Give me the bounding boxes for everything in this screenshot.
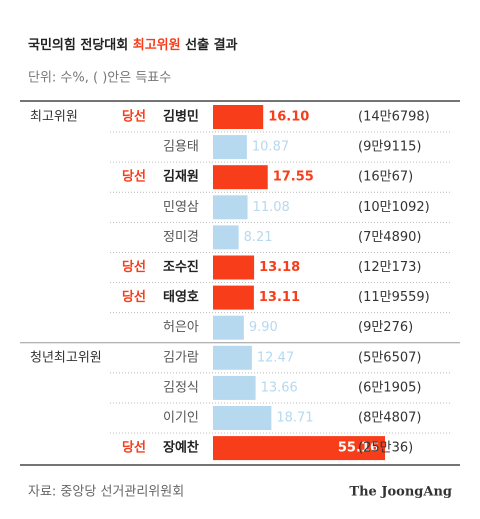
elected-label: 당선 (122, 259, 146, 275)
candidate-name: 김병민 (163, 109, 199, 125)
candidate-name: 장예찬 (163, 440, 199, 456)
value-label: 18.71 (276, 411, 313, 426)
candidate-name: 정미경 (163, 230, 199, 245)
elected-label: 당선 (122, 169, 146, 185)
bar (213, 436, 385, 461)
votes: (6만1905) (358, 380, 421, 395)
value-label: 12.47 (257, 350, 294, 365)
candidate-name: 허은아 (163, 320, 199, 335)
value-label: 13.11 (259, 290, 300, 305)
value-label: 10.87 (252, 140, 289, 155)
subtitle: 단위: 수%, ( )안은 득표수 (28, 71, 171, 86)
bar (213, 375, 256, 400)
votes: (8만4807) (358, 411, 421, 426)
votes: (12만173) (358, 260, 421, 275)
value-label: 16.10 (268, 110, 309, 125)
votes: (11만9559) (358, 290, 430, 305)
candidate-name: 김정식 (163, 380, 199, 395)
group-label: 최고위원 (30, 110, 78, 125)
candidate-name: 이기인 (163, 411, 199, 426)
elected-label: 당선 (122, 440, 146, 456)
chart-title: 국민의힘 전당대회 최고위원 선출 결과 (28, 37, 238, 53)
candidate-name: 김재원 (163, 170, 199, 185)
source: 자료: 중앙당 선거관리위원회 (28, 485, 184, 500)
candidate-name: 조수진 (163, 259, 199, 275)
votes: (10만1092) (358, 200, 430, 215)
votes: (25만36) (358, 441, 413, 456)
bar (213, 165, 268, 190)
value-label: 55.16 (338, 441, 379, 456)
elected-label: 당선 (122, 289, 146, 305)
candidate-name: 민영삼 (163, 200, 199, 215)
votes: (16만67) (358, 170, 413, 185)
bar (213, 225, 239, 250)
candidate-name: 태영호 (163, 290, 199, 305)
votes: (5만6507) (358, 350, 421, 365)
title-part: 최고위원 (133, 38, 181, 53)
votes: (9만276) (358, 320, 413, 335)
title-part: 선출 결과 (185, 37, 237, 53)
votes: (9만9115) (358, 140, 421, 155)
value-label: 11.08 (253, 200, 290, 215)
value-label: 9.90 (249, 320, 278, 335)
group-label: 청년최고위원 (30, 350, 102, 365)
title-part: 국민의힘 전당대회 (28, 37, 128, 53)
candidate-name: 김용태 (163, 140, 199, 155)
brand: The JoongAng (349, 485, 452, 500)
bar (213, 345, 252, 370)
bar (213, 105, 264, 129)
candidate-name: 김가람 (163, 350, 199, 365)
votes: (14만6798) (358, 110, 430, 125)
bar (213, 315, 244, 340)
votes: (7만4890) (358, 230, 421, 245)
value-label: 13.18 (259, 260, 300, 275)
elected-label: 당선 (122, 109, 146, 125)
value-label: 8.21 (244, 230, 273, 245)
value-label: 17.55 (273, 170, 314, 185)
bar (213, 135, 247, 160)
bar (213, 406, 272, 430)
bar (213, 285, 254, 310)
bar (213, 195, 248, 220)
bar (213, 255, 255, 280)
value-label: 13.66 (261, 380, 298, 395)
